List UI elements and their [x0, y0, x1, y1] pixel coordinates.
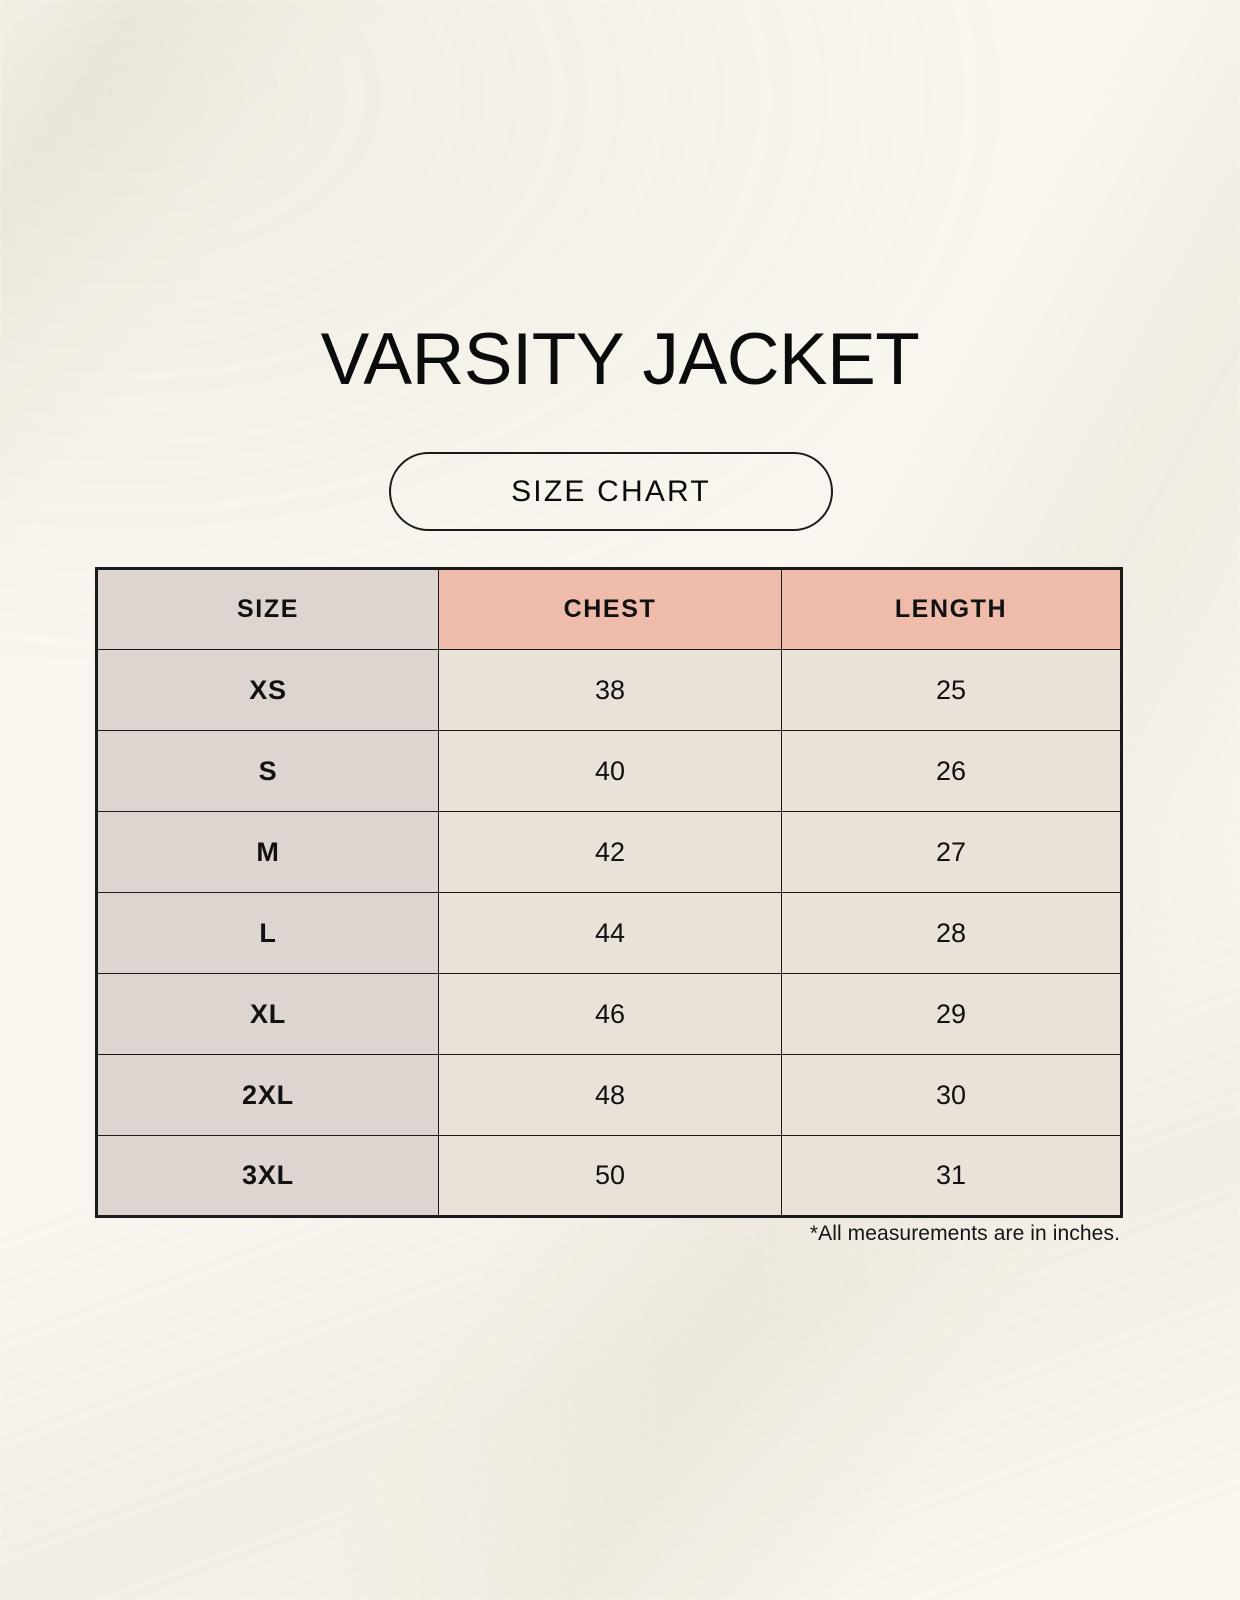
table-body: XS 38 25 S 40 26 M 42 27 L 44 28: [96, 649, 1122, 1217]
measurement-note: *All measurements are in inches.: [809, 1222, 1120, 1245]
cell-length: 25: [781, 649, 1122, 731]
size-chart-table: SIZE CHEST LENGTH XS 38 25 S 40 26 M: [95, 567, 1123, 1218]
column-header-length: LENGTH: [781, 568, 1122, 650]
table-row: XS 38 25: [96, 649, 1122, 731]
cell-length: 31: [781, 1135, 1122, 1217]
table-header: SIZE CHEST LENGTH: [96, 568, 1122, 650]
cell-size: XL: [96, 973, 439, 1055]
table-row: 2XL 48 30: [96, 1054, 1122, 1136]
column-header-chest: CHEST: [438, 568, 782, 650]
table-row: M 42 27: [96, 811, 1122, 893]
size-chart-badge: SIZE CHART: [389, 452, 833, 531]
size-chart-badge-label: SIZE CHART: [511, 474, 711, 508]
cell-chest: 48: [438, 1054, 782, 1136]
cell-size: M: [96, 811, 439, 893]
table-header-row: SIZE CHEST LENGTH: [96, 568, 1122, 650]
table-row: 3XL 50 31: [96, 1135, 1122, 1217]
table-row: L 44 28: [96, 892, 1122, 974]
cell-length: 29: [781, 973, 1122, 1055]
cell-size: 2XL: [96, 1054, 439, 1136]
cell-length: 28: [781, 892, 1122, 974]
cell-chest: 50: [438, 1135, 782, 1217]
cell-chest: 46: [438, 973, 782, 1055]
cell-chest: 44: [438, 892, 782, 974]
cell-chest: 38: [438, 649, 782, 731]
page-title: VARSITY JACKET: [320, 319, 920, 400]
cell-size: XS: [96, 649, 439, 731]
cell-length: 30: [781, 1054, 1122, 1136]
cell-size: S: [96, 730, 439, 812]
size-table-container: SIZE CHEST LENGTH XS 38 25 S 40 26 M: [95, 567, 1123, 1218]
cell-size: L: [96, 892, 439, 974]
table-row: S 40 26: [96, 730, 1122, 812]
cell-length: 27: [781, 811, 1122, 893]
column-header-size: SIZE: [96, 568, 439, 650]
cell-length: 26: [781, 730, 1122, 812]
cell-chest: 42: [438, 811, 782, 893]
table-row: XL 46 29: [96, 973, 1122, 1055]
cell-size: 3XL: [96, 1135, 439, 1217]
cell-chest: 40: [438, 730, 782, 812]
